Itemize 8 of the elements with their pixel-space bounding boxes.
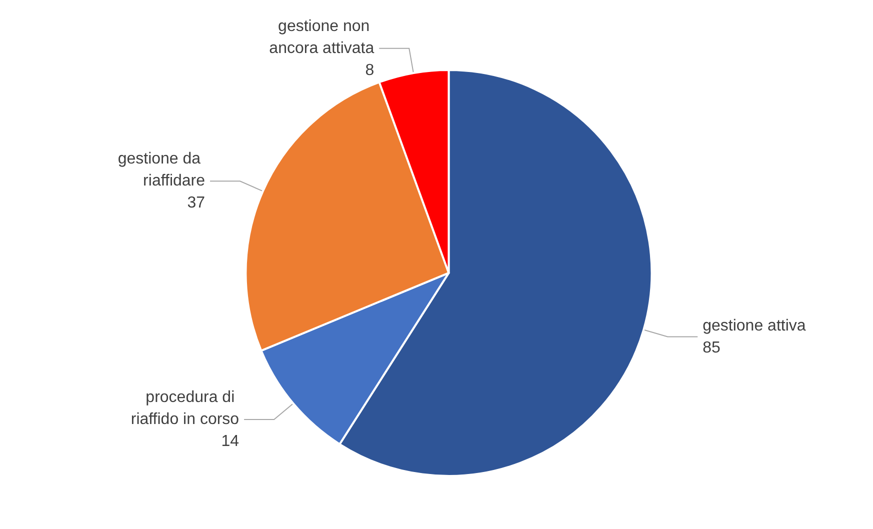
data-label: 37 (187, 194, 206, 212)
slice-label: gestione non ancora attivata (269, 18, 374, 57)
data-label: 8 (365, 62, 374, 79)
slice-label: procedura di riaffido in corso (130, 389, 240, 428)
data-label: 14 (221, 433, 240, 450)
slice-label: gestione da riaffidare (118, 150, 206, 190)
data-label: 85 (702, 339, 721, 356)
slice-label: gestione attiva (702, 317, 806, 334)
